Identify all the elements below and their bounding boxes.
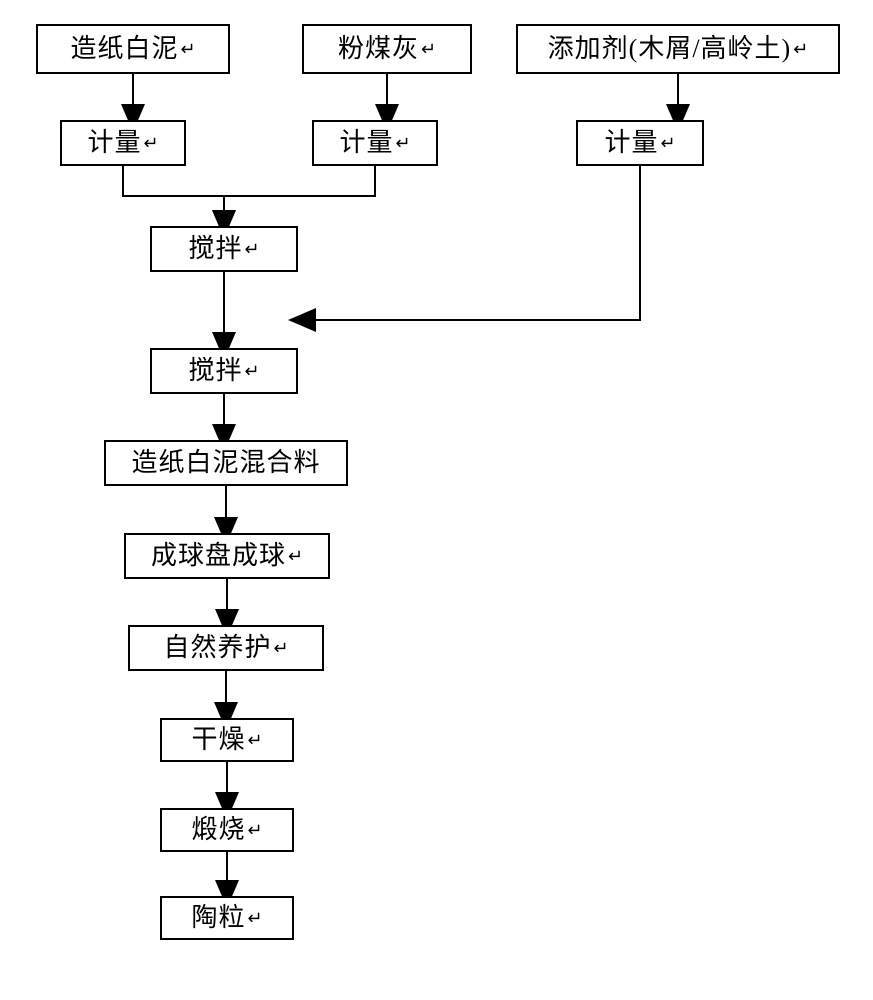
return-icon: ↵ [247, 908, 262, 929]
node-dry: 干燥↵ [160, 718, 294, 762]
return-icon: ↵ [244, 361, 259, 382]
flow-arrow [224, 166, 375, 224]
node-label: 造纸白泥混合料 [131, 450, 320, 476]
return-icon: ↵ [793, 39, 808, 60]
node-label: 搅拌 [188, 236, 242, 262]
return-icon: ↵ [180, 39, 195, 60]
node-mix1: 搅拌↵ [150, 226, 298, 272]
node-label: 成球盘成球 [151, 543, 286, 569]
return-icon: ↵ [421, 39, 436, 60]
return-icon: ↵ [143, 133, 158, 154]
node-m2: 计量↵ [312, 120, 438, 166]
node-label: 煅烧 [191, 817, 245, 843]
node-label: 搅拌 [188, 358, 242, 384]
node-label: 陶粒 [191, 905, 245, 931]
node-label: 添加剂(木屑/高岭土) [548, 36, 792, 62]
node-in2: 粉煤灰↵ [302, 24, 472, 74]
flow-arrow [123, 166, 224, 224]
return-icon: ↵ [244, 239, 259, 260]
return-icon: ↵ [247, 730, 262, 751]
node-cure: 自然养护↵ [128, 625, 324, 671]
node-mix2: 搅拌↵ [150, 348, 298, 394]
node-label: 计量 [87, 130, 141, 156]
return-icon: ↵ [273, 638, 288, 659]
node-ball: 成球盘成球↵ [124, 533, 330, 579]
return-icon: ↵ [288, 546, 303, 567]
node-label: 计量 [604, 130, 658, 156]
return-icon: ↵ [395, 133, 410, 154]
node-label: 造纸白泥 [70, 36, 178, 62]
flow-arrow [302, 166, 640, 320]
node-blend: 造纸白泥混合料 [104, 440, 348, 486]
node-label: 粉煤灰 [338, 36, 419, 62]
flowchart-canvas: 造纸白泥↵粉煤灰↵添加剂(木屑/高岭土)↵计量↵计量↵计量↵搅拌↵搅拌↵造纸白泥… [0, 0, 873, 1000]
node-m3: 计量↵ [576, 120, 704, 166]
node-label: 自然养护 [163, 635, 271, 661]
node-in1: 造纸白泥↵ [36, 24, 230, 74]
return-icon: ↵ [660, 133, 675, 154]
node-label: 干燥 [191, 727, 245, 753]
node-calc: 煅烧↵ [160, 808, 294, 852]
node-label: 计量 [339, 130, 393, 156]
node-in3: 添加剂(木屑/高岭土)↵ [516, 24, 840, 74]
node-prod: 陶粒↵ [160, 896, 294, 940]
node-m1: 计量↵ [60, 120, 186, 166]
return-icon: ↵ [247, 820, 262, 841]
